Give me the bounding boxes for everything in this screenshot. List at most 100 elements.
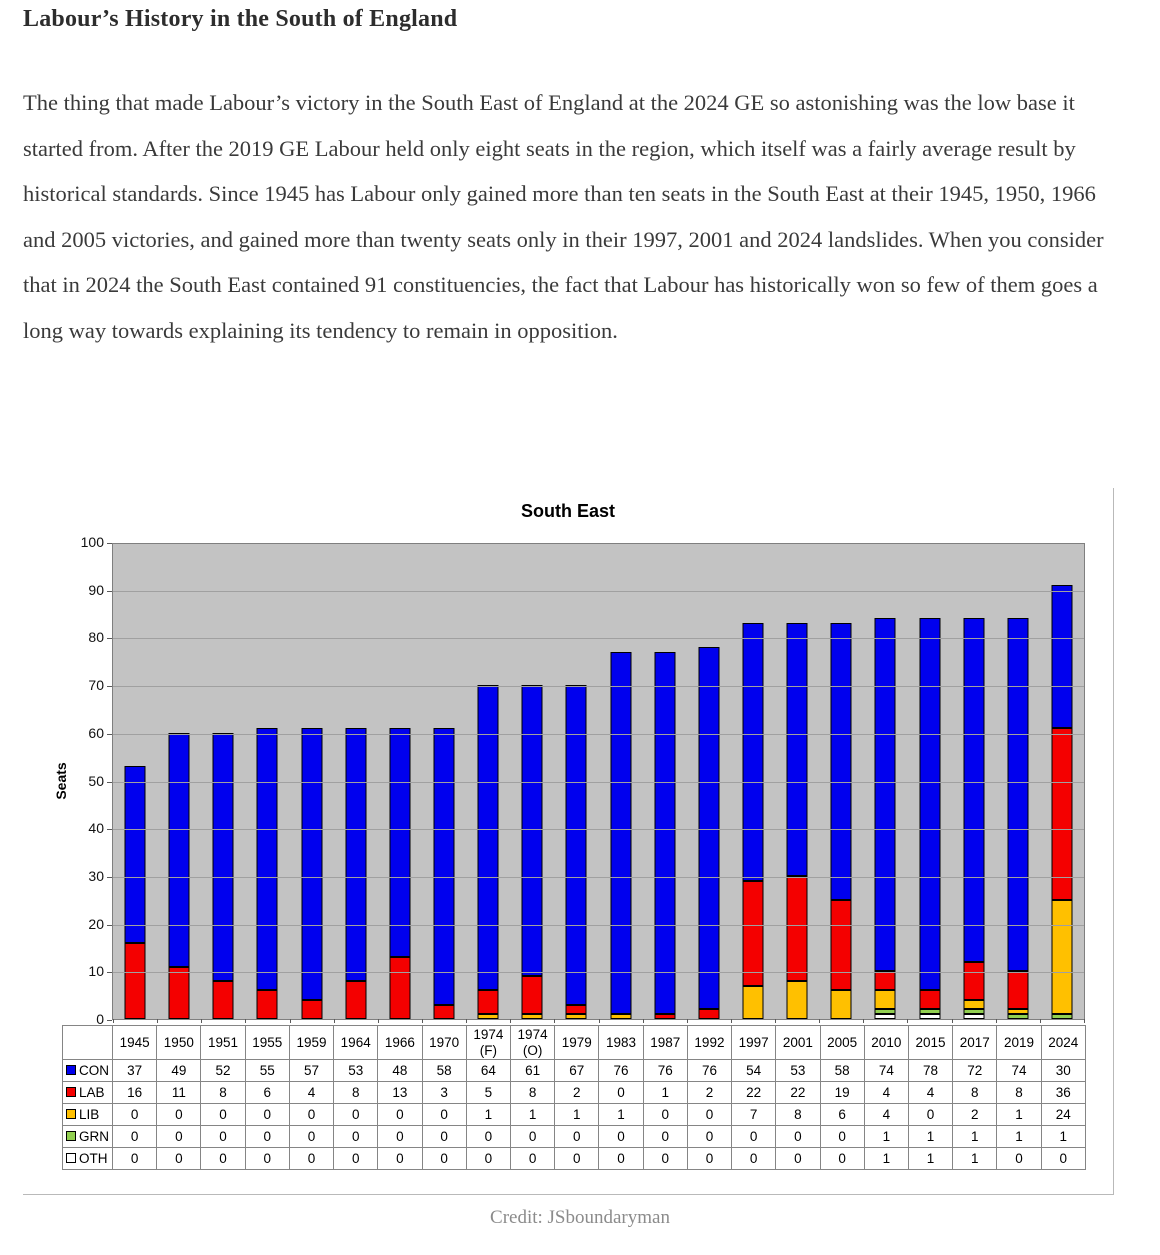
value-cell: 0 [686,1147,733,1170]
bar-segment-con [874,618,896,972]
value-cell: 0 [686,1125,733,1148]
bar-segment-lab [698,1009,720,1019]
bar-column [687,544,731,1019]
value-cell: 8 [775,1103,821,1126]
value-cell: 0 [200,1125,246,1148]
value-cell: 76 [642,1059,688,1082]
bar-segment-lab [212,980,234,1019]
x-tick-mark [333,1019,335,1023]
x-tick-mark [730,1019,732,1023]
value-cell: 0 [731,1147,777,1170]
value-cell: 0 [598,1081,644,1104]
value-cell: 0 [731,1125,777,1148]
series-name: OTH [79,1150,108,1166]
value-cell: 6 [819,1103,865,1126]
value-cell: 16 [111,1081,158,1104]
bar-segment-lab [124,942,146,1019]
series-label-cell: LAB [62,1081,113,1104]
gridline [113,638,1084,640]
bar-segment-con [433,728,455,1005]
value-cell: 11 [156,1081,202,1104]
value-cell: 30 [1040,1059,1087,1082]
value-cell: 0 [377,1103,423,1126]
bar-segment-lib [1051,899,1073,1015]
table-year-header: 1983 [598,1025,644,1060]
value-cell: 0 [244,1125,290,1148]
bar-segment-lab [256,990,278,1019]
bar-segment-lib [874,990,896,1010]
bar-column [996,544,1040,1019]
series-name: CON [79,1062,109,1078]
bar-column [731,544,775,1019]
series-label-cell: CON [62,1059,113,1082]
value-cell: 64 [465,1059,511,1082]
value-cell: 1 [598,1103,644,1126]
credit-line: Credit: JSboundaryman [490,1207,670,1228]
bar-column [334,544,378,1019]
value-cell: 1 [465,1103,511,1126]
value-cell: 1 [952,1147,998,1170]
y-tick-mark [107,972,112,974]
bar-segment-grn [1051,1014,1073,1019]
table-year-header: 1959 [288,1025,335,1060]
x-tick-mark [377,1019,379,1023]
value-cell: 1 [509,1103,556,1126]
x-tick-mark [421,1019,423,1023]
y-tick-label: 30 [88,867,104,884]
value-cell: 8 [200,1081,246,1104]
bar-column [819,544,863,1019]
value-cell: 1 [907,1125,954,1148]
value-cell: 19 [819,1081,865,1104]
value-cell: 4 [907,1081,954,1104]
y-tick-label: 50 [88,772,104,789]
bar-segment-lab [345,980,367,1019]
value-cell: 0 [642,1125,688,1148]
bar-segment-con [610,651,632,1015]
bar-segment-oth [874,1014,896,1019]
value-cell: 0 [111,1103,158,1126]
value-cell: 58 [819,1059,865,1082]
table-year-header: 1974 (O) [509,1025,556,1060]
y-tick-label: 60 [88,724,104,741]
value-cell: 0 [819,1147,865,1170]
value-cell: 0 [244,1147,290,1170]
value-cell: 1 [863,1147,909,1170]
gridline [113,924,1084,926]
gridline [113,686,1084,688]
bar-segment-con [124,766,146,943]
bar-column [201,544,245,1019]
value-cell: 4 [863,1081,909,1104]
stacked-bar [1007,618,1029,1019]
table-year-header: 1974 (F) [465,1025,511,1060]
series-name: GRN [79,1128,109,1144]
value-cell: 0 [288,1103,335,1126]
bar-column [510,544,554,1019]
series-name: LIB [79,1106,100,1122]
value-cell: 0 [509,1125,556,1148]
value-cell: 0 [200,1147,246,1170]
value-cell: 0 [156,1103,202,1126]
bar-segment-grn [963,1009,985,1015]
x-tick-mark [113,1019,114,1023]
chart-data-table: 1945 1950 1951 1955 1959 1964 1966 1970 1974 (F)… [62,1025,1087,1170]
table-year-header: 2024 [1040,1025,1087,1060]
table-year-header: 1970 [421,1025,467,1060]
value-cell: 52 [200,1059,246,1082]
table-year-header: 2001 [775,1025,821,1060]
bar-column [952,544,996,1019]
y-tick-label: 90 [88,581,104,598]
value-cell: 13 [377,1081,423,1104]
value-cell: 53 [775,1059,821,1082]
x-tick-mark [554,1019,556,1023]
value-cell: 2 [554,1081,600,1104]
stacked-bar [565,685,587,1019]
value-cell: 0 [907,1103,954,1126]
bar-column [290,544,334,1019]
value-cell: 0 [111,1125,158,1148]
value-cell: 1 [952,1125,998,1148]
bar-segment-lab [786,875,808,981]
table-year-header: 1950 [156,1025,202,1060]
bar-segment-lib [830,990,852,1019]
x-tick-mark [598,1019,600,1023]
value-cell: 0 [421,1103,467,1126]
